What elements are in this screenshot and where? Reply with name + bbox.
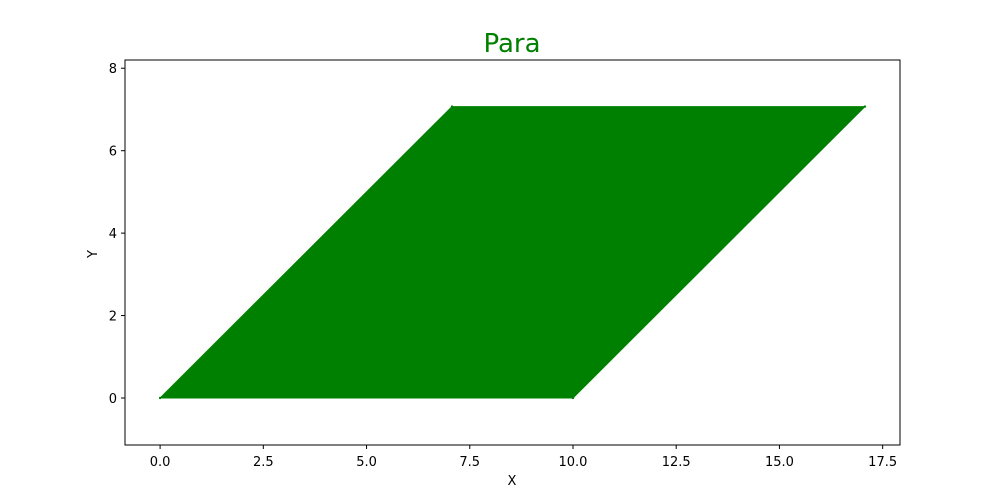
- chart-title: Para: [483, 29, 540, 59]
- x-tick-label: 15.0: [765, 455, 794, 470]
- vertex-point: [571, 396, 575, 400]
- x-tick-label: 17.5: [868, 455, 897, 470]
- x-tick-label: 12.5: [662, 455, 691, 470]
- y-axis-ticks: 0 2 4 6 8: [109, 62, 125, 407]
- vertex-point: [450, 105, 454, 108]
- y-axis-label: Y: [86, 250, 101, 259]
- x-tick-label: 7.5: [459, 455, 480, 470]
- x-axis-label: X: [508, 474, 517, 489]
- x-tick-label: 5.0: [356, 455, 377, 470]
- y-tick-label: 8: [109, 62, 117, 77]
- y-tick-label: 6: [109, 145, 117, 160]
- vertex-point: [158, 396, 162, 400]
- x-tick-label: 10.0: [559, 455, 588, 470]
- x-axis-ticks: 0.0 2.5 5.0 7.5 10.0 12.5 15.0 17.5: [150, 445, 897, 470]
- x-tick-label: 2.5: [253, 455, 274, 470]
- vertex-point: [863, 105, 867, 108]
- x-tick-label: 0.0: [150, 455, 171, 470]
- plot-area: [158, 105, 867, 400]
- axes-frame: [124, 59, 901, 446]
- y-tick-label: 4: [109, 227, 117, 242]
- y-tick-label: 2: [109, 310, 117, 325]
- y-tick-label: 0: [109, 392, 117, 407]
